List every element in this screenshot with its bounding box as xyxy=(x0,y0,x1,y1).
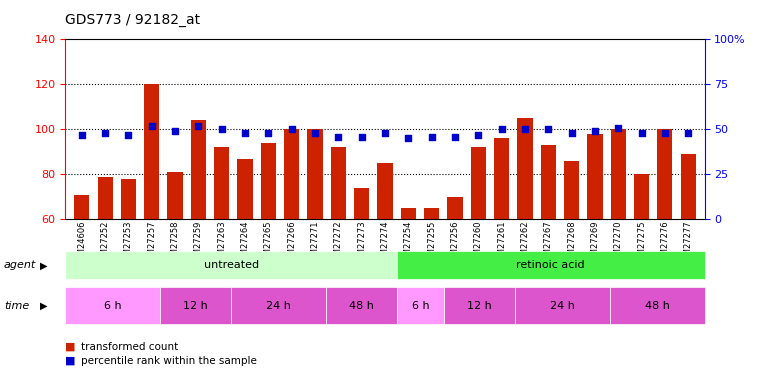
Point xyxy=(216,126,228,132)
Text: 48 h: 48 h xyxy=(349,301,373,310)
Bar xyxy=(470,147,486,219)
Bar xyxy=(424,208,439,219)
Text: 6 h: 6 h xyxy=(104,301,122,310)
Bar xyxy=(494,138,509,219)
Text: 24 h: 24 h xyxy=(550,301,575,310)
Bar xyxy=(331,147,346,219)
Text: ▶: ▶ xyxy=(40,260,48,270)
Text: 12 h: 12 h xyxy=(183,301,208,310)
Point xyxy=(472,132,484,138)
Bar xyxy=(447,197,463,219)
Bar xyxy=(284,129,300,219)
Text: retinoic acid: retinoic acid xyxy=(517,260,585,270)
Point xyxy=(426,134,438,140)
Bar xyxy=(261,143,276,219)
Bar xyxy=(564,161,579,219)
Text: agent: agent xyxy=(4,260,36,270)
Bar xyxy=(237,159,253,219)
Point xyxy=(356,134,368,140)
Point xyxy=(565,130,578,136)
Text: ▶: ▶ xyxy=(40,301,48,310)
Bar xyxy=(377,163,393,219)
Text: 24 h: 24 h xyxy=(266,301,291,310)
Point xyxy=(659,130,671,136)
Bar xyxy=(611,129,626,219)
Point xyxy=(612,124,624,130)
Point xyxy=(379,130,391,136)
Point xyxy=(75,132,88,138)
Point xyxy=(332,134,344,140)
Point xyxy=(192,123,205,129)
Bar xyxy=(121,179,136,219)
Text: 6 h: 6 h xyxy=(412,301,430,310)
Point xyxy=(402,135,414,141)
Point xyxy=(146,123,158,129)
Bar xyxy=(168,172,182,219)
Text: percentile rank within the sample: percentile rank within the sample xyxy=(81,356,256,366)
Text: ■: ■ xyxy=(65,356,76,366)
Point xyxy=(263,130,275,136)
Bar xyxy=(98,177,112,219)
Text: untreated: untreated xyxy=(203,260,259,270)
Bar xyxy=(681,154,696,219)
Point xyxy=(682,130,695,136)
Text: ■: ■ xyxy=(65,342,76,352)
Point xyxy=(239,130,251,136)
Bar xyxy=(541,145,556,219)
Text: transformed count: transformed count xyxy=(81,342,178,352)
Point xyxy=(286,126,298,132)
Bar xyxy=(354,188,370,219)
Point xyxy=(122,132,135,138)
Point xyxy=(309,130,321,136)
Point xyxy=(589,128,601,134)
Point xyxy=(449,134,461,140)
Bar xyxy=(191,120,206,219)
Bar xyxy=(634,174,649,219)
Point xyxy=(495,126,507,132)
Bar xyxy=(517,118,533,219)
Bar xyxy=(658,129,672,219)
Bar xyxy=(144,84,159,219)
Point xyxy=(519,126,531,132)
Text: 12 h: 12 h xyxy=(467,301,492,310)
Bar xyxy=(214,147,229,219)
Bar xyxy=(400,208,416,219)
Point xyxy=(169,128,181,134)
Point xyxy=(99,130,111,136)
Bar xyxy=(307,129,323,219)
Point xyxy=(635,130,648,136)
Text: 48 h: 48 h xyxy=(644,301,670,310)
Bar xyxy=(74,195,89,219)
Point xyxy=(542,126,554,132)
Text: GDS773 / 92182_at: GDS773 / 92182_at xyxy=(65,13,200,27)
Bar xyxy=(588,134,602,219)
Text: time: time xyxy=(4,301,29,310)
